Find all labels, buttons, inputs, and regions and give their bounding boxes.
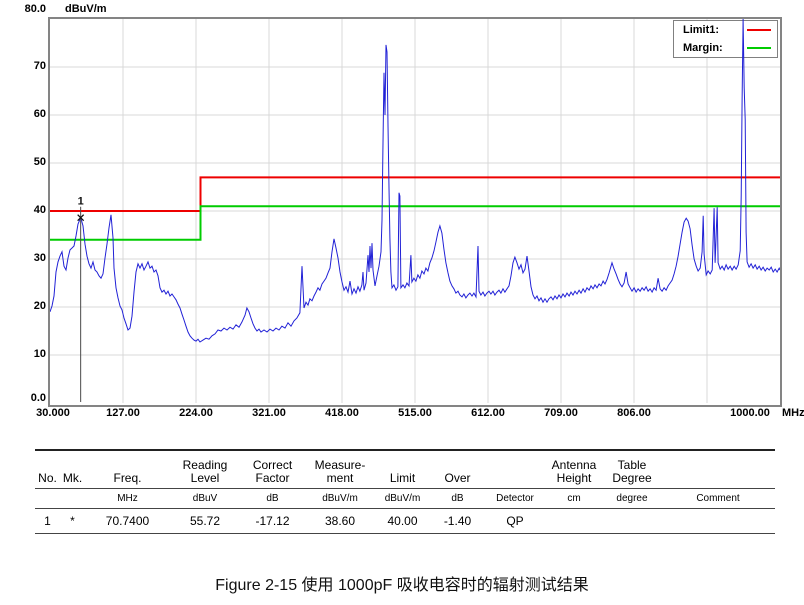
table-header-cell: No. [38, 471, 57, 485]
legend-row-limit: Limit1: [674, 21, 777, 39]
table-unit-cell: degree [616, 493, 648, 504]
table-value-cell: -17.12 [255, 513, 290, 528]
table-value-cell: 55.72 [189, 513, 221, 528]
table-header-cell: Over [444, 471, 471, 485]
table-value-cell: 70.7400 [105, 513, 150, 528]
table-unit-cell: dBuV/m [322, 493, 358, 504]
table-value-cell: 40.00 [387, 513, 418, 528]
y-axis-tick-label: 20 [33, 300, 46, 312]
emission-trace-line [49, 18, 781, 343]
table-unit-cell: MHz [117, 493, 138, 504]
chart-legend: Limit1: Margin: [673, 20, 778, 58]
table-header-cell: Table Degree [612, 458, 652, 485]
x-axis-unit-label: MHz [782, 407, 804, 419]
table-value-cell: 38.60 [324, 513, 356, 528]
x-axis-tick-label: 612.00 [471, 407, 505, 419]
x-axis-tick-label: 709.00 [544, 407, 578, 419]
y-axis-unit-label: dBuV/m [65, 3, 107, 15]
limit1-line [50, 176, 780, 212]
table-unit-cell: Detector [496, 493, 534, 504]
table-value-cell: * [70, 513, 75, 528]
table-value-cell: -1.40 [443, 513, 472, 528]
table-value-cell: 1 [44, 513, 51, 528]
x-axis-tick-label: 515.00 [398, 407, 432, 419]
table-unit-cell: dB [266, 493, 279, 504]
table-header-cell: Antenna Height [551, 458, 597, 485]
plot-area-border [48, 17, 782, 407]
table-unit-cell: Comment [696, 493, 740, 504]
y-axis-tick-label: 10 [33, 348, 46, 360]
limit-line-swatch-icon [747, 29, 771, 31]
x-axis-tick-label: 1000.00 [730, 407, 770, 419]
table-header-cell: Freq. [113, 471, 142, 485]
y-axis-tick-label: 70 [33, 60, 46, 72]
x-axis-tick-label: 418.00 [325, 407, 359, 419]
table-unit-cell: dBuV [192, 493, 218, 504]
table-unit-cell: cm [567, 493, 581, 504]
table-unit-cell: dB [451, 493, 464, 504]
margin-line [50, 205, 780, 241]
table-header-row: No. Mk. Freq. Reading Level Correct Factor Me… [35, 449, 775, 489]
marker-cross-icon [77, 214, 85, 222]
table-unit-cell: dBuV/m [384, 493, 421, 504]
table-header-cell: Limit [389, 471, 416, 485]
x-axis-tick-label: 806.00 [617, 407, 651, 419]
results-table: No. Mk. Freq. Reading Level Correct Factor Me… [35, 449, 775, 534]
x-axis-tick-label: 224.00 [179, 407, 213, 419]
legend-margin-label: Margin: [683, 42, 723, 54]
x-axis-tick-label: 127.00 [106, 407, 140, 419]
y-axis-tick-label: 30 [33, 252, 46, 264]
table-header-cell: Correct Factor [252, 458, 293, 485]
table-header-cell: Measure- ment [314, 458, 366, 485]
figure-caption: Figure 2-15 使用 1000pF 吸收电容时的辐射测试结果 [215, 577, 589, 594]
y-axis-tick-label: 50 [33, 156, 46, 168]
x-axis-tick-label: 321.00 [252, 407, 286, 419]
table-header-cell: Mk. [62, 471, 83, 485]
x-axis-tick-label: 30.000 [36, 407, 70, 419]
y-axis-max-label: 80.0 [24, 3, 46, 15]
legend-row-margin: Margin: [674, 39, 777, 57]
margin-line-swatch-icon [747, 47, 771, 49]
table-data-row: 1 * 70.7400 55.72 -17.12 38.60 40.00 -1.40 QP [35, 509, 775, 534]
y-axis-tick-label: 40 [33, 204, 46, 216]
y-axis-min-label: 0.0 [30, 392, 46, 404]
legend-limit-label: Limit1: [683, 24, 720, 36]
table-value-cell: QP [506, 513, 524, 528]
table-header-cell: Reading Level [182, 458, 228, 485]
y-axis-tick-label: 60 [33, 108, 46, 120]
table-units-row: MHz dBuV dB dBuV/m dBuV/m dB Detector cm degree C… [35, 489, 775, 509]
marker-number-label: 1 [78, 196, 84, 208]
